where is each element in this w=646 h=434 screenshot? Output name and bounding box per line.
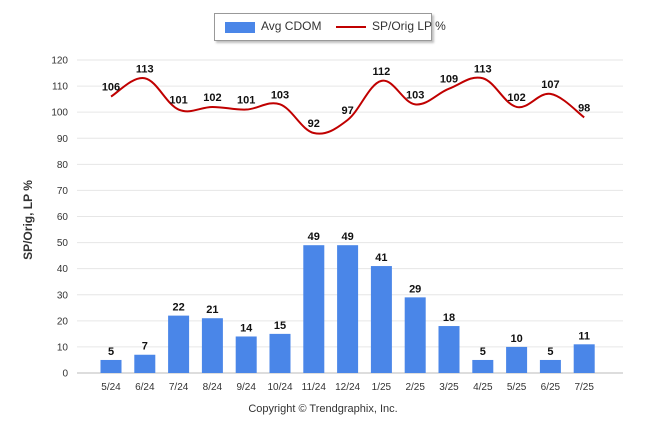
bar-label-4/25: 5 [480, 346, 486, 358]
bar-label-7/25: 11 [578, 330, 590, 342]
bar-data-labels: 5 7 22 21 14 15 49 49 41 29 18 5 10 5 11 [108, 231, 590, 358]
x-tick-1/25: 1/25 [372, 382, 392, 393]
line-label-3/25: 109 [440, 74, 458, 86]
bar-4/25 [472, 359, 494, 373]
line-label-1/25: 112 [373, 66, 391, 78]
bar-11/24 [303, 245, 325, 373]
bar-label-3/25: 18 [443, 312, 455, 324]
bar-7/24 [168, 315, 190, 373]
x-tick-4/25: 4/25 [473, 382, 493, 393]
line-label-7/25: 98 [578, 102, 590, 114]
line-label-2/25: 103 [406, 89, 424, 101]
y-tick-100: 100 [51, 108, 68, 119]
bar-7/25 [573, 344, 595, 373]
line-label-7/24: 101 [169, 95, 187, 107]
y-tick-60: 60 [57, 212, 69, 223]
bar-10/24 [269, 333, 291, 373]
x-tick-6/24: 6/24 [135, 382, 155, 393]
x-tick-9/24: 9/24 [236, 382, 256, 393]
line-label-4/25: 113 [474, 63, 492, 75]
bar-12/24 [337, 245, 359, 373]
line-sp-orig-lp [110, 76, 585, 135]
bar-5/24 [100, 359, 122, 373]
line-label-5/25: 102 [507, 92, 525, 104]
legend-swatch-avg-cdom [225, 22, 255, 33]
bar-1/25 [370, 266, 392, 373]
x-tick-7/25: 7/25 [574, 382, 594, 393]
bar-label-6/25: 5 [547, 346, 553, 358]
x-tick-labels: 5/24 6/24 7/24 8/24 9/24 10/24 11/24 12/24 1/25 2… [101, 382, 594, 393]
y-tick-10: 10 [57, 342, 69, 353]
bar-label-9/24: 14 [240, 322, 253, 334]
bar-label-8/24: 21 [206, 304, 218, 316]
line-label-5/24: 106 [102, 82, 120, 94]
x-tick-8/24: 8/24 [203, 382, 223, 393]
bar-label-12/24: 49 [341, 231, 353, 243]
x-tick-6/25: 6/25 [541, 382, 561, 393]
y-axis-label: SP/Orig, LP % [21, 180, 35, 260]
line-label-12/24: 97 [341, 105, 353, 117]
x-tick-7/24: 7/24 [169, 382, 189, 393]
y-tick-0: 0 [62, 369, 68, 380]
y-tick-20: 20 [57, 316, 69, 327]
y-tick-30: 30 [57, 290, 69, 301]
y-tick-80: 80 [57, 160, 69, 171]
bar-label-5/25: 10 [510, 333, 522, 345]
bar-9/24 [235, 336, 257, 373]
copyright-text: Copyright © Trendgraphix, Inc. [248, 403, 398, 415]
bar-label-6/24: 7 [142, 341, 148, 353]
bars-avg-cdom [100, 245, 595, 373]
y-tick-110: 110 [52, 82, 68, 93]
bar-5/25 [506, 346, 528, 373]
x-tick-3/25: 3/25 [439, 382, 459, 393]
line-label-6/25: 107 [541, 79, 559, 91]
y-tick-50: 50 [57, 238, 69, 249]
line-label-10/24: 103 [271, 89, 289, 101]
x-tick-5/25: 5/25 [507, 382, 527, 393]
bar-label-1/25: 41 [375, 252, 387, 264]
y-tick-40: 40 [57, 264, 69, 275]
bar-label-11/24: 49 [308, 231, 320, 243]
x-tick-5/24: 5/24 [101, 382, 121, 393]
bar-8/24 [201, 318, 223, 373]
bar-3/25 [438, 326, 460, 373]
legend-label-sp-orig-lp: SP/Orig LP % [372, 19, 446, 33]
bar-label-2/25: 29 [409, 283, 421, 295]
bar-2/25 [404, 297, 426, 373]
line-label-8/24: 102 [203, 92, 221, 104]
x-tick-10/24: 10/24 [267, 382, 292, 393]
bar-label-7/24: 22 [172, 302, 184, 314]
x-tick-11/24: 11/24 [302, 382, 327, 393]
y-tick-labels: 0 10 20 30 40 50 60 70 80 90 100 110 120 [51, 56, 68, 380]
y-tick-120: 120 [51, 56, 68, 67]
line-label-9/24: 101 [237, 95, 255, 107]
line-label-11/24: 92 [308, 118, 320, 130]
x-tick-2/25: 2/25 [405, 382, 425, 393]
line-label-6/24: 113 [136, 63, 154, 75]
bar-6/24 [134, 354, 156, 373]
bar-label-5/24: 5 [108, 346, 114, 358]
bar-label-10/24: 15 [274, 320, 286, 332]
line-data-labels: 106 113 101 102 101 103 92 97 112 103 109 113 102 107… [102, 63, 591, 130]
legend: Avg CDOM SP/Orig LP % [214, 13, 446, 41]
bar-6/25 [539, 359, 561, 373]
legend-swatch-sp-orig-lp [336, 26, 366, 28]
x-tick-12/24: 12/24 [335, 382, 360, 393]
legend-label-avg-cdom: Avg CDOM [261, 19, 322, 33]
y-tick-90: 90 [57, 134, 69, 145]
y-tick-70: 70 [57, 186, 69, 197]
